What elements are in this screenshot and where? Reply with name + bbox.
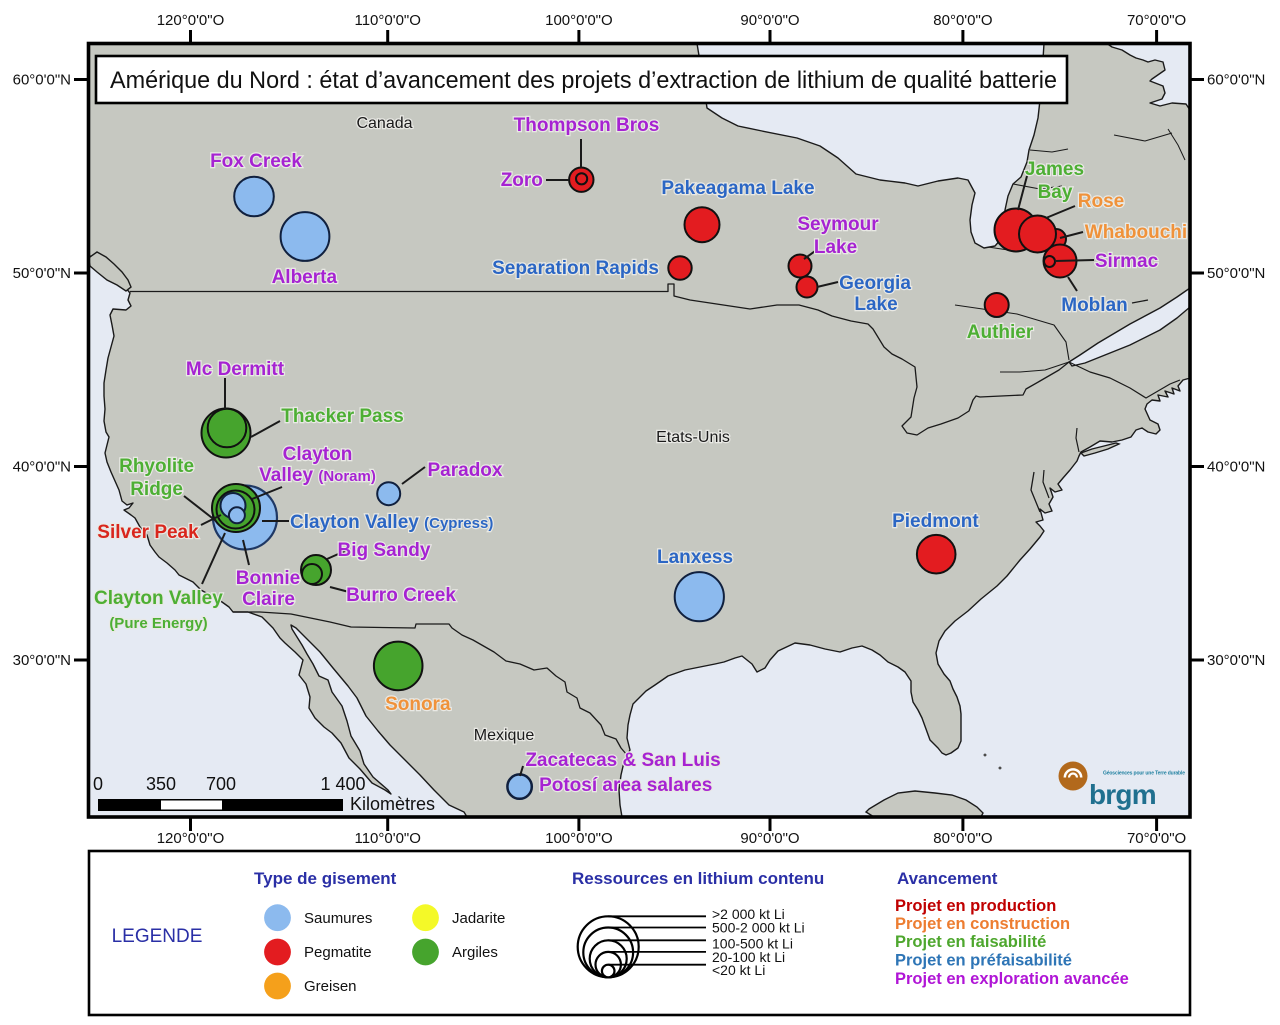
svg-text:Géosciences pour une Terre dur: Géosciences pour une Terre durable [1103,771,1185,777]
svg-text:Lanxess: Lanxess [657,547,733,568]
svg-text:120°0'0"O: 120°0'0"O [157,830,225,847]
svg-text:Silver Peak: Silver Peak [97,522,199,543]
svg-text:Sonora: Sonora [385,694,451,715]
svg-text:Thompson Bros: Thompson Bros [514,115,660,136]
svg-text:Pegmatite: Pegmatite [304,944,372,961]
svg-text:Zoro: Zoro [501,170,543,191]
svg-text:110°0'0"O: 110°0'0"O [354,830,420,847]
svg-text:Pakeagama Lake: Pakeagama Lake [661,178,814,199]
svg-text:LEGENDE: LEGENDE [112,926,203,947]
svg-text:Projet en faisabilité: Projet en faisabilité [895,933,1046,951]
svg-text:Valley (Noram): Valley (Noram) [259,465,376,486]
svg-text:Greisen: Greisen [304,978,357,995]
svg-text:120°0'0"O: 120°0'0"O [157,12,225,29]
svg-text:(Pure Energy): (Pure Energy) [109,615,207,632]
svg-text:Clayton: Clayton [283,444,353,465]
svg-text:Piedmont: Piedmont [892,511,979,532]
svg-text:Burro Creek: Burro Creek [346,585,456,606]
svg-text:80°0'0"O: 80°0'0"O [933,12,992,29]
svg-text:100°0'0"O: 100°0'0"O [545,830,613,847]
svg-text:Paradox: Paradox [428,460,503,481]
svg-text:Projet en préfaisabilité: Projet en préfaisabilité [895,952,1072,970]
svg-text:Authier: Authier [967,322,1034,343]
svg-text:40°0'0"N: 40°0'0"N [1207,459,1265,476]
svg-text:700: 700 [206,774,236,794]
svg-text:Bay: Bay [1038,182,1073,203]
svg-text:Big Sandy: Big Sandy [338,540,431,561]
svg-text:Fox Creek: Fox Creek [210,151,302,172]
svg-text:Ridge: Ridge [130,479,183,500]
svg-text:50°0'0"N: 50°0'0"N [13,265,71,282]
svg-text:Saumures: Saumures [304,910,372,927]
svg-text:Mexique: Mexique [474,727,535,744]
svg-text:350: 350 [146,774,176,794]
svg-text:Mc Dermitt: Mc Dermitt [186,359,285,380]
svg-text:Amérique du Nord : état d’avan: Amérique du Nord : état d’avancement des… [110,67,1057,94]
svg-text:40°0'0"N: 40°0'0"N [13,459,71,476]
svg-text:Clayton Valley: Clayton Valley [94,588,223,609]
svg-text:20-100 kt Li: 20-100 kt Li [712,949,785,965]
svg-text:brgm: brgm [1089,779,1156,810]
svg-text:Claire: Claire [242,589,295,610]
svg-text:Seymour: Seymour [797,214,879,235]
svg-text:Rose: Rose [1078,191,1124,212]
svg-text:110°0'0"O: 110°0'0"O [354,12,420,29]
svg-text:100-500 kt Li: 100-500 kt Li [712,936,793,952]
svg-text:Sirmac: Sirmac [1095,251,1159,272]
svg-text:Whabouchi: Whabouchi [1085,222,1187,243]
svg-text:Ressources en lithium contenu: Ressources en lithium contenu [572,869,824,888]
svg-text:Potosí area salares: Potosí area salares [539,775,712,796]
svg-text:Avancement: Avancement [897,869,998,888]
svg-text:60°0'0"N: 60°0'0"N [13,72,71,89]
svg-text:Moblan: Moblan [1061,295,1128,316]
svg-text:Georgia: Georgia [839,273,911,294]
svg-text:Alberta: Alberta [272,267,338,288]
svg-text:James: James [1025,159,1084,180]
svg-text:70°0'0"O: 70°0'0"O [1127,12,1186,29]
svg-text:Jadarite: Jadarite [452,910,505,927]
svg-text:Zacatecas & San Luis: Zacatecas & San Luis [525,750,720,771]
svg-text:Lake: Lake [814,237,857,258]
svg-text:Canada: Canada [356,115,412,132]
svg-text:>2 000 kt Li: >2 000 kt Li [712,906,785,922]
svg-text:Etats-Unis: Etats-Unis [656,429,730,446]
svg-text:30°0'0"N: 30°0'0"N [13,652,71,669]
svg-text:Bonnie: Bonnie [236,568,300,589]
svg-text:1 400: 1 400 [320,774,365,794]
svg-text:500-2 000 kt Li: 500-2 000 kt Li [712,920,805,936]
svg-text:30°0'0"N: 30°0'0"N [1207,652,1265,669]
svg-text:Argiles: Argiles [452,944,498,961]
svg-text:Separation Rapids: Separation Rapids [492,258,659,279]
svg-text:<20 kt Li: <20 kt Li [712,962,765,978]
svg-text:100°0'0"O: 100°0'0"O [545,12,613,29]
svg-text:Projet en construction: Projet en construction [895,915,1070,933]
svg-text:70°0'0"O: 70°0'0"O [1127,830,1186,847]
svg-text:Rhyolite: Rhyolite [119,456,194,477]
svg-text:Projet en exploration avancée: Projet en exploration avancée [895,970,1129,988]
svg-text:90°0'0"O: 90°0'0"O [740,12,799,29]
svg-text:Thacker Pass: Thacker Pass [281,406,404,427]
svg-text:Projet en production: Projet en production [895,897,1056,915]
svg-text:50°0'0"N: 50°0'0"N [1207,265,1265,282]
svg-text:60°0'0"N: 60°0'0"N [1207,72,1265,89]
svg-text:80°0'0"O: 80°0'0"O [933,830,992,847]
svg-text:Kilomètres: Kilomètres [350,794,435,814]
svg-text:90°0'0"O: 90°0'0"O [740,830,799,847]
svg-text:Type de gisement: Type de gisement [254,869,397,888]
svg-text:Lake: Lake [854,294,897,315]
svg-text:0: 0 [93,774,103,794]
svg-text:Clayton Valley (Cypress): Clayton Valley (Cypress) [290,512,493,533]
